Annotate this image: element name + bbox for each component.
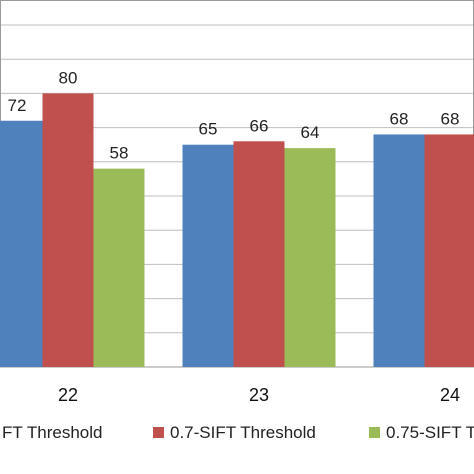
legend-label-series-3: 0.75-SIFT T — [386, 423, 474, 442]
bar-23-series-1 — [182, 144, 234, 367]
x-tick-label-24: 24 — [440, 385, 460, 405]
legend-swatch-series-3 — [369, 427, 380, 438]
data-label-23-series-1: 65 — [199, 120, 218, 139]
data-label-24-series-2: 68 — [441, 109, 460, 128]
legend-swatch-series-2 — [153, 427, 164, 438]
data-label-22-series-1: 72 — [8, 96, 27, 115]
x-tick-label-22: 22 — [58, 385, 78, 405]
data-label-23-series-2: 66 — [250, 116, 269, 135]
x-tick-label-23: 23 — [249, 385, 269, 405]
data-label-22-series-3: 58 — [110, 144, 129, 163]
legend-label-series-2: 0.7-SIFT Threshold — [170, 423, 316, 442]
data-label-23-series-3: 64 — [301, 123, 320, 142]
bar-24-series-2 — [424, 134, 474, 367]
data-label-24-series-1: 68 — [390, 109, 409, 128]
bar-24-series-1 — [373, 134, 425, 367]
data-label-22-series-2: 80 — [59, 68, 78, 87]
bar-23-series-2 — [233, 141, 285, 367]
bar-23-series-3 — [284, 148, 336, 367]
legend-label-series-1: FT Threshold — [2, 423, 102, 442]
bar-22-series-3 — [93, 168, 145, 367]
bar-22-series-1 — [0, 120, 43, 367]
bar-22-series-2 — [42, 93, 94, 368]
